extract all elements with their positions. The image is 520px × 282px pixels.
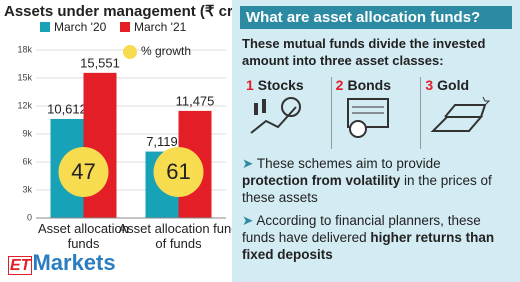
x-tick-label: Asset allocation funds bbox=[38, 221, 129, 251]
value-label: 11,475 bbox=[176, 93, 215, 108]
y-tick-label: 15k bbox=[17, 72, 32, 82]
value-label: 15,551 bbox=[80, 55, 120, 70]
legend-swatch bbox=[123, 45, 137, 59]
point-text: in the prices of these assets bbox=[242, 173, 492, 205]
y-tick-label: 6k bbox=[22, 156, 32, 166]
point: ➤ These schemes aim to provide protectio… bbox=[242, 155, 510, 206]
point-text: protection from volatility bbox=[242, 173, 401, 188]
chart-title: Assets under management (₹ cr) bbox=[4, 3, 232, 20]
value-label: 10,612 bbox=[47, 101, 87, 116]
legend-label: March '21 bbox=[134, 20, 187, 34]
legend-swatch bbox=[40, 22, 50, 32]
logo-prefix: ET bbox=[8, 256, 33, 275]
growth-circle bbox=[58, 147, 109, 197]
y-tick-label: 18k bbox=[17, 44, 32, 54]
growth-label: 61 bbox=[166, 159, 190, 184]
class-number: 1 bbox=[246, 77, 254, 93]
y-tick-label: 9k bbox=[22, 128, 32, 138]
point-arrow: ➤ bbox=[242, 213, 257, 228]
panel-title: What are asset allocation funds? bbox=[240, 6, 512, 29]
chart: Assets under management (₹ cr) 0 3k 6k 9k 12… bbox=[4, 3, 232, 251]
point-text: higher returns than fixed deposits bbox=[242, 230, 495, 262]
y-tick-label: 0 bbox=[27, 212, 32, 222]
class-number: 3 bbox=[425, 77, 434, 93]
asset-class: 2 Bonds bbox=[332, 77, 422, 149]
point: ➤ According to financial planners, these… bbox=[242, 212, 510, 263]
legend-label: % growth bbox=[141, 44, 191, 58]
logo-name: Markets bbox=[32, 250, 116, 275]
value-label: 7,119 bbox=[146, 134, 178, 149]
point-arrow: ➤ bbox=[242, 156, 257, 171]
x-tick-label: Asset allocation fund of funds bbox=[119, 221, 232, 251]
logo: ETMarkets bbox=[8, 250, 116, 276]
class-number: 2 bbox=[335, 77, 344, 93]
point-text: According to financial planners, these f… bbox=[242, 213, 481, 245]
class-icon bbox=[346, 98, 389, 138]
legend-swatch bbox=[120, 22, 130, 32]
points: ➤ These schemes aim to provide protectio… bbox=[232, 155, 520, 263]
y-tick-label: 12k bbox=[17, 100, 32, 110]
class-label: Gold bbox=[437, 77, 470, 93]
class-icon bbox=[250, 97, 301, 134]
legend-label: March '20 bbox=[54, 20, 107, 34]
class-icon bbox=[430, 96, 491, 132]
asset-class: 3 Gold bbox=[421, 77, 510, 149]
info-panel: What are asset allocation funds? These m… bbox=[232, 0, 520, 282]
class-label: Stocks bbox=[257, 77, 304, 93]
panel-intro: These mutual funds divide the invested a… bbox=[242, 36, 486, 68]
growth-circle bbox=[153, 147, 204, 197]
point-text: These schemes aim to provide bbox=[256, 156, 441, 171]
y-tick-label: 3k bbox=[22, 184, 32, 194]
class-label: Bonds bbox=[347, 77, 392, 93]
growth-label: 47 bbox=[71, 159, 95, 184]
asset-class: 1 Stocks bbox=[242, 77, 332, 149]
asset-classes: 1 Stocks 2 Bonds 3 Gold bbox=[242, 77, 510, 149]
